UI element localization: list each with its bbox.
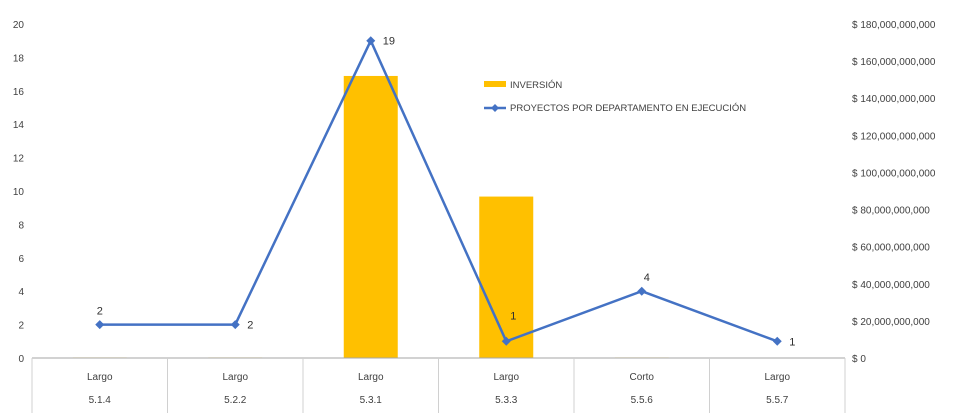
category-code-label: 5.5.7 (766, 395, 789, 406)
right-tick-label: $ 20,000,000,000 (852, 317, 930, 328)
left-tick-label: 4 (18, 287, 24, 298)
category-group-label: Largo (222, 372, 248, 383)
category-group-label: Largo (764, 372, 790, 383)
data-label: 19 (383, 36, 395, 48)
category-code-label: 5.3.3 (495, 395, 518, 406)
category-group-label: Largo (493, 372, 519, 383)
category-code-label: 5.1.4 (89, 395, 112, 406)
line-marker (230, 320, 240, 330)
right-tick-label: $ 120,000,000,000 (852, 131, 936, 142)
left-tick-label: 10 (13, 187, 25, 198)
right-tick-label: $ 100,000,000,000 (852, 168, 936, 179)
left-tick-label: 2 (18, 321, 24, 332)
investment-bars (72, 75, 669, 358)
category-group-label: Largo (358, 372, 384, 383)
line-marker (637, 286, 647, 296)
line-projects (99, 39, 778, 343)
left-y-axis: 0 2 4 6 8 10 12 14 16 18 20 (13, 20, 25, 365)
left-tick-label: 14 (13, 120, 25, 131)
left-tick-label: 6 (18, 254, 24, 265)
category-code-label: 5.2.2 (224, 395, 247, 406)
bar-inversion (343, 75, 398, 358)
left-tick-label: 20 (13, 20, 25, 31)
right-tick-label: $ 160,000,000,000 (852, 57, 936, 68)
category-table: Largo 5.1.4 Largo 5.2.2 Largo 5.3.1 Largo 5.3.3… (31, 358, 846, 413)
category-group-label: Corto (630, 372, 655, 383)
legend-swatch-projects-marker (491, 104, 499, 112)
left-tick-label: 0 (18, 354, 24, 365)
data-label: 1 (510, 310, 516, 322)
data-label: 2 (97, 306, 103, 318)
right-tick-label: $ 140,000,000,000 (852, 94, 936, 105)
line-marker (95, 320, 105, 330)
line-marker (772, 336, 782, 346)
left-tick-label: 8 (18, 220, 24, 231)
left-tick-label: 18 (13, 53, 25, 64)
line-marker (366, 36, 376, 46)
legend: INVERSIÓN PROYECTOS POR DEPARTAMENTO EN … (484, 80, 746, 114)
projects-line: 2 2 19 1 4 1 (95, 36, 795, 348)
data-label: 1 (789, 336, 795, 348)
right-y-axis: $ 0 $ 20,000,000,000 $ 40,000,000,000 $ 60,… (852, 20, 936, 365)
right-tick-label: $ 40,000,000,000 (852, 280, 930, 291)
left-tick-label: 16 (13, 87, 25, 98)
legend-label-projects: PROYECTOS POR DEPARTAMENTO EN EJECUCIÓN (510, 103, 746, 114)
left-tick-label: 12 (13, 154, 25, 165)
category-group-label: Largo (87, 372, 113, 383)
category-code-label: 5.3.1 (360, 395, 383, 406)
legend-label-inversion: INVERSIÓN (510, 80, 562, 91)
right-tick-label: $ 180,000,000,000 (852, 20, 936, 31)
category-code-label: 5.5.6 (631, 395, 654, 406)
data-label: 4 (644, 272, 650, 284)
right-tick-label: $ 80,000,000,000 (852, 206, 930, 217)
line-marker (501, 336, 511, 346)
bar-inversion (479, 196, 534, 358)
right-tick-label: $ 0 (852, 354, 866, 365)
legend-swatch-inversion (484, 81, 506, 87)
right-tick-label: $ 60,000,000,000 (852, 243, 930, 254)
data-label: 2 (247, 320, 253, 332)
